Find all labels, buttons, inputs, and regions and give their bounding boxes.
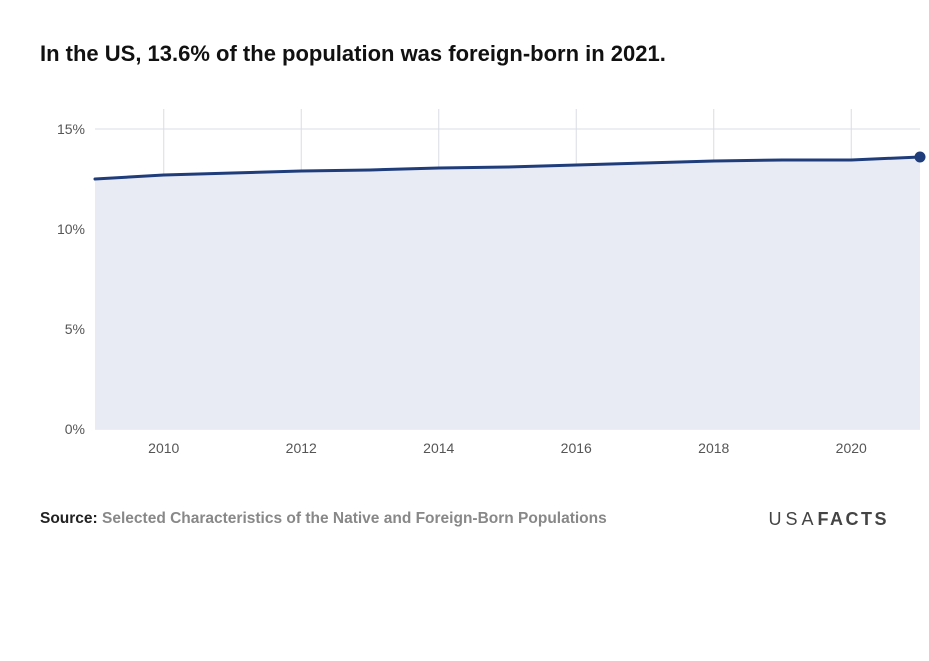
- source-label: Source:: [40, 510, 98, 527]
- x-tick-label: 2014: [423, 440, 454, 456]
- brand-logo: USAFACTS: [768, 509, 889, 530]
- area-chart: 0% 5% 10% 15% 2010 2012 2014 2016 2018 2020: [40, 99, 929, 469]
- x-tick-label: 2016: [561, 440, 592, 456]
- y-tick-label: 10%: [57, 221, 85, 237]
- footer: Source: Selected Characteristics of the …: [40, 509, 889, 530]
- source-text: Selected Characteristics of the Native a…: [102, 510, 607, 527]
- y-tick-label: 0%: [65, 421, 85, 437]
- x-tick-label: 2020: [836, 440, 867, 456]
- brand-part1: USA: [768, 509, 817, 529]
- brand-part2: FACTS: [817, 509, 889, 529]
- area-fill: [95, 157, 920, 429]
- source-line: Source: Selected Characteristics of the …: [40, 510, 607, 528]
- chart-title: In the US, 13.6% of the population was f…: [40, 40, 889, 69]
- y-tick-label: 5%: [65, 321, 85, 337]
- x-tick-label: 2010: [148, 440, 179, 456]
- endpoint-marker: [915, 151, 926, 162]
- y-tick-label: 15%: [57, 121, 85, 137]
- x-tick-label: 2018: [698, 440, 729, 456]
- x-tick-label: 2012: [286, 440, 317, 456]
- chart-container: 0% 5% 10% 15% 2010 2012 2014 2016 2018 2020: [40, 99, 889, 469]
